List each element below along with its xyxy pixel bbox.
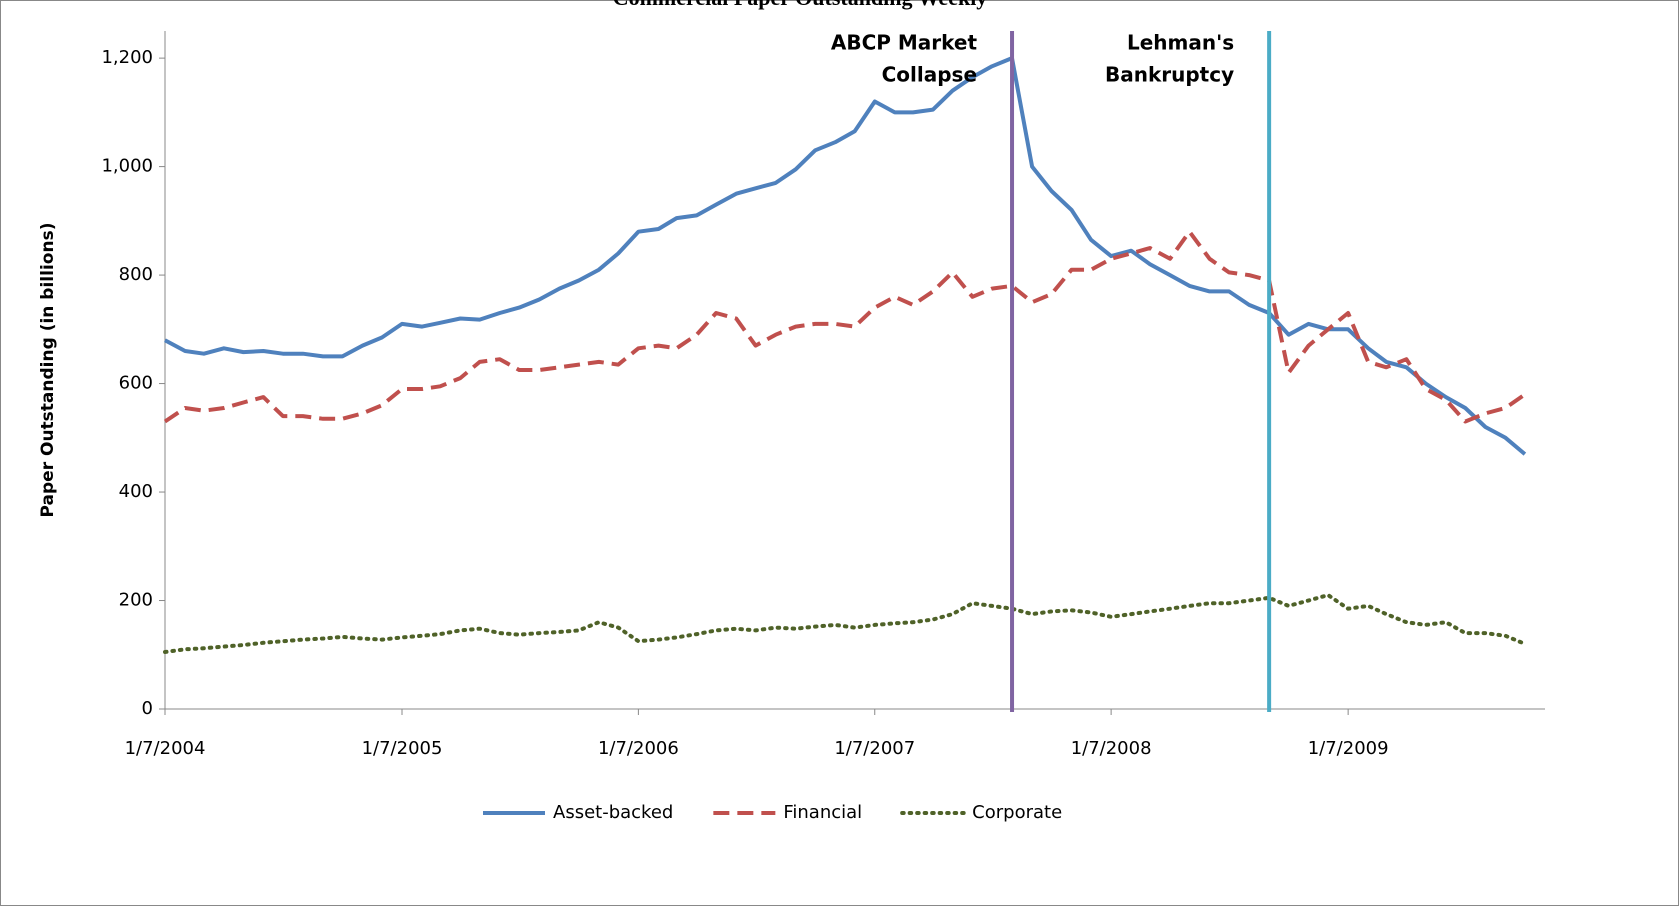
y-tick-label: 1,000 bbox=[101, 156, 153, 177]
series-line bbox=[163, 593, 1527, 654]
x-tick-label: 1/7/2007 bbox=[834, 738, 915, 759]
y-tick-label: 1,200 bbox=[101, 47, 153, 68]
x-tick-label: 1/7/2009 bbox=[1308, 738, 1389, 759]
x-tick-label: 1/7/2005 bbox=[362, 738, 443, 759]
annotation: Lehman's bbox=[1127, 31, 1234, 55]
annotation: ABCP Market bbox=[831, 31, 978, 55]
y-tick-label: 400 bbox=[119, 481, 153, 502]
x-tick-label: 1/7/2006 bbox=[598, 738, 679, 759]
series-line bbox=[164, 56, 1527, 456]
annotation: Collapse bbox=[882, 63, 977, 87]
series-line bbox=[163, 229, 1527, 424]
chart-title: Commercial Paper Outstanding Weekly bbox=[613, 0, 988, 10]
y-tick-label: 600 bbox=[119, 373, 153, 394]
y-tick-label: 200 bbox=[119, 590, 153, 611]
legend: Asset-backed Financial Corporate bbox=[483, 802, 1062, 823]
legend-label: Financial bbox=[783, 802, 862, 823]
legend-label: Asset-backed bbox=[553, 802, 673, 823]
annotation: Bankruptcy bbox=[1105, 63, 1234, 87]
y-tick-label: 800 bbox=[119, 264, 153, 285]
y-tick-label: 0 bbox=[142, 698, 153, 719]
x-tick-label: 1/7/2008 bbox=[1071, 738, 1152, 759]
legend-label: Corporate bbox=[972, 802, 1062, 823]
y-axis-label: Paper Outstanding (in billions) bbox=[38, 223, 58, 518]
x-tick-label: 1/7/2004 bbox=[125, 738, 206, 759]
